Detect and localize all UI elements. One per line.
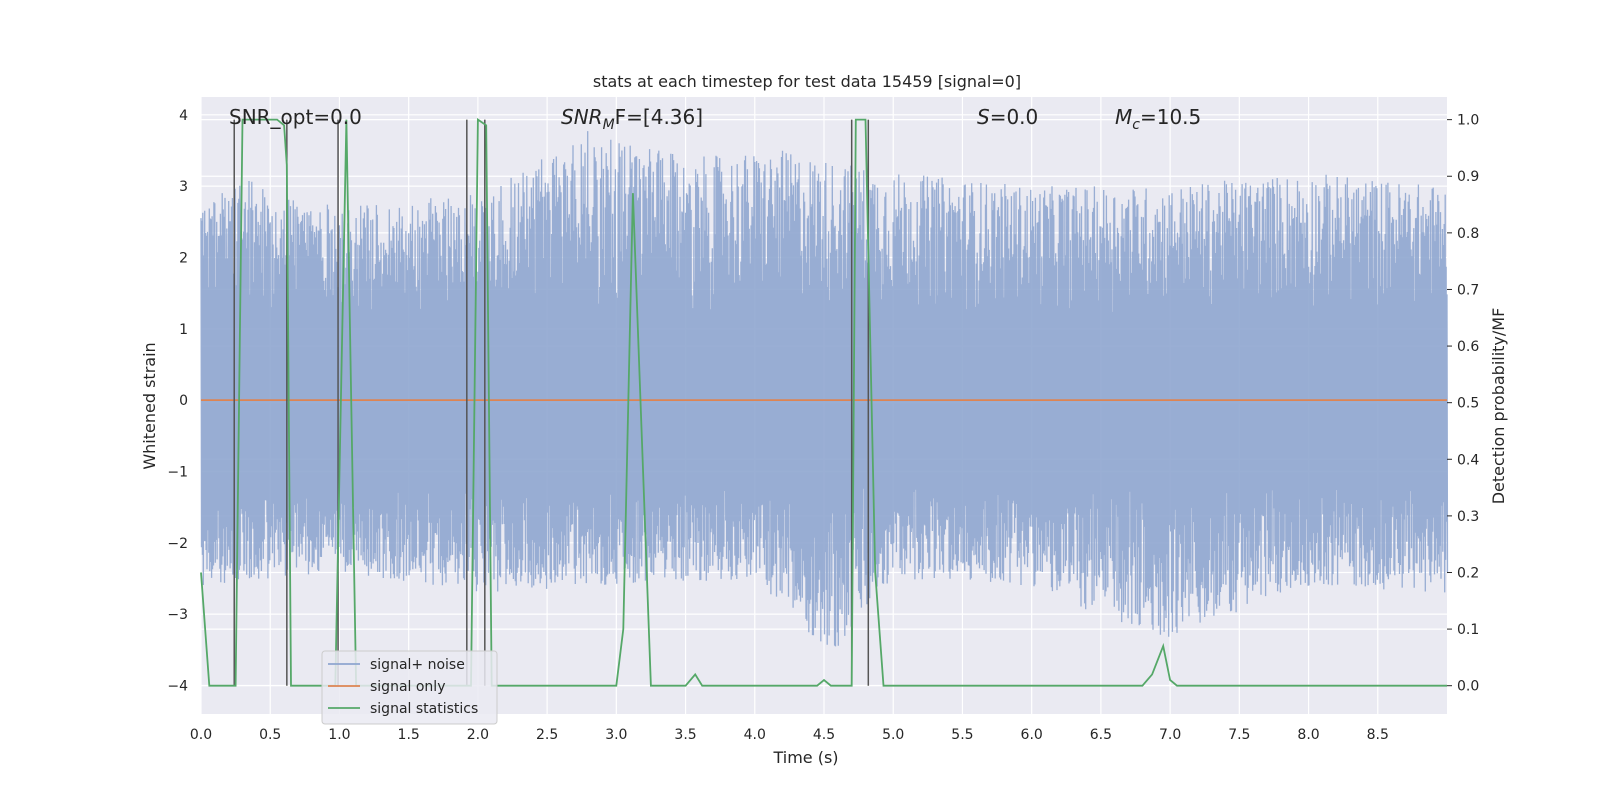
legend-label-signal-statistics: signal statistics [370,701,478,717]
x-tick-label-1: 0.5 [259,727,281,743]
y-right-axis-label: Detection probability/MF [1489,308,1508,505]
y-tick-label-7: 3 [179,179,188,195]
legend-label-signal-noise: signal+ noise [370,657,465,673]
y-right-tick-label-10: 1.0 [1457,113,1479,129]
x-tick-label-11: 5.5 [951,727,973,743]
legend-box [321,650,498,725]
y-right-tick-label-9: 0.9 [1457,169,1479,185]
annotation-s: S=0.0 [977,105,1038,129]
x-tick-label-13: 6.5 [1090,727,1112,743]
y-right-tick-label-0: 0.0 [1457,679,1479,695]
y-right-tick-label-5: 0.5 [1457,396,1479,412]
annotation-mc: Mc=10.5 [1115,105,1201,133]
series-line-signal-statistics [200,117,1447,687]
series-line-signal-noise [200,131,1449,647]
y-right-tick-label-1: 0.1 [1457,622,1479,638]
y-axis-ticks: −4 −3 −2 −1 0 1 2 3 4 [167,108,188,695]
x-tick-label-8: 4.0 [744,727,766,743]
x-tick-label-0: 0.0 [190,727,212,743]
y-axis-label: Whitened strain [140,342,159,469]
series-signal-noise [200,131,1449,647]
x-tick-label-15: 7.5 [1228,727,1250,743]
y-tick-label-0: −4 [167,678,188,694]
annotation-snr-mf: SNRMF=[4.36] [561,105,703,133]
y-right-tick-label-4: 0.4 [1457,452,1479,468]
x-tick-label-2: 1.0 [328,727,350,743]
x-tick-label-12: 6.0 [1021,727,1043,743]
y-right-tick-label-2: 0.2 [1457,565,1479,581]
series-signal-statistics [200,117,1447,687]
y-tick-label-5: 1 [179,322,188,338]
chart-title: stats at each timestep for test data 154… [593,72,1021,91]
y-tick-label-6: 2 [179,250,188,266]
y-right-tick-label-7: 0.7 [1457,282,1479,298]
x-tick-label-5: 2.5 [536,727,558,743]
x-tick-label-3: 1.5 [398,727,420,743]
annotation-snr-opt: SNR_opt=0.0 [229,105,362,129]
x-tick-label-17: 8.5 [1367,727,1389,743]
y-right-tick-label-8: 0.8 [1457,226,1479,242]
x-tick-label-10: 5.0 [882,727,904,743]
x-axis-ticks: 0.0 0.5 1.0 1.5 2.0 2.5 3.0 3.5 4.0 4.5 5.0 5.5 6.0 6… [190,727,1389,743]
x-axis-label: Time (s) [772,748,838,767]
y-right-tick-label-6: 0.6 [1457,339,1479,355]
x-tick-label-7: 3.5 [674,727,696,743]
x-tick-label-16: 8.0 [1297,727,1319,743]
legend-label-signal-only: signal only [370,679,445,695]
x-tick-label-14: 7.0 [1159,727,1181,743]
x-tick-label-9: 4.5 [813,727,835,743]
y-right-tick-label-3: 0.3 [1457,509,1479,525]
y-tick-label-4: 0 [179,393,188,409]
x-tick-label-4: 2.0 [467,727,489,743]
y-tick-label-2: −2 [167,536,188,552]
legend: signal+ noise signal only signal statist… [321,650,498,725]
y-tick-label-8: 4 [179,108,188,124]
x-tick-label-6: 3.0 [605,727,627,743]
event-lines [233,119,870,686]
y-tick-label-3: −1 [167,464,188,480]
y-tick-label-1: −3 [167,607,188,623]
y-right-axis-ticks: 0.0 0.1 0.2 0.3 0.4 0.5 0.6 0.7 0.8 0.9 1.0 [1447,113,1479,695]
